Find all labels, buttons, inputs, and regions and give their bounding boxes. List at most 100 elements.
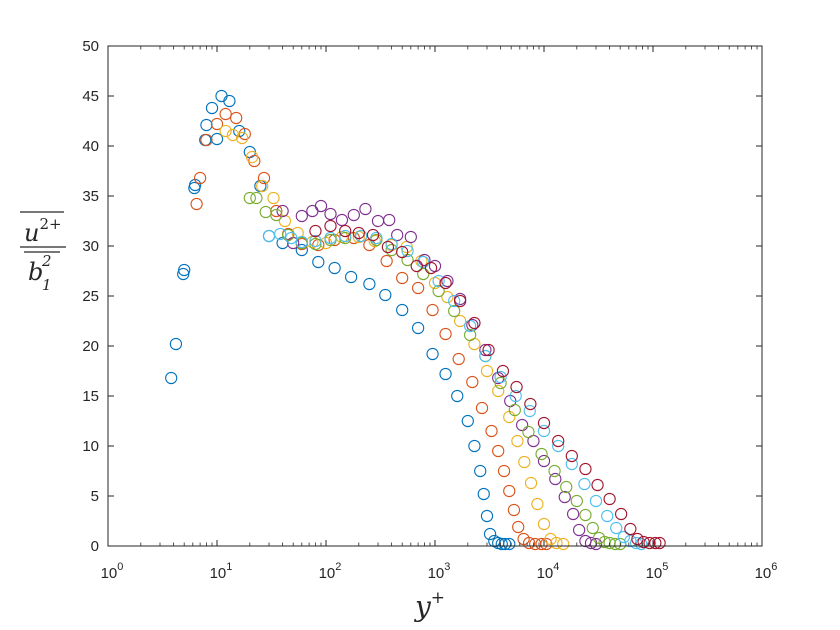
data-point [566,507,580,521]
data-point [535,447,548,461]
y-label-denominator-sub: 1 [42,276,52,294]
data-point [578,477,591,491]
x-tick-label: 104 [537,561,560,582]
data-point [552,439,565,453]
data-point [572,523,586,537]
data-point [468,316,481,330]
data-point [347,208,360,222]
data-point [474,464,487,478]
data-point [439,276,452,290]
data-point [589,537,603,551]
data-point [643,536,656,550]
data-point [368,234,381,248]
data-point [169,337,183,351]
data-point [352,226,365,240]
data-point [324,219,337,233]
data-point [495,537,508,551]
data-point [295,209,308,223]
data-point [523,404,536,418]
data-point [515,418,529,432]
data-point [363,277,376,291]
data-point [494,376,507,390]
data-point [190,197,203,211]
data-point [379,288,392,302]
y-tick-label: 40 [82,138,99,155]
data-point [411,281,425,295]
data-point [339,229,352,243]
data-point [522,425,535,439]
data-point [295,243,308,257]
data-point [565,457,578,471]
data-point [381,240,395,254]
data-point [603,492,616,506]
data-point [601,509,614,523]
data-point [417,267,430,281]
data-point [324,231,337,245]
data-point [278,214,292,228]
data-point [441,290,454,304]
data-point [235,131,249,145]
x-tick-label: 103 [428,561,451,582]
data-point [452,352,465,366]
data-point [492,444,505,458]
data-point [558,490,571,504]
data-point [441,274,454,288]
data-point [426,347,439,361]
data-point [463,319,477,333]
data-point [537,454,551,468]
data-point [477,487,490,501]
data-point [591,478,604,492]
data-point [579,462,592,476]
data-point [411,321,425,335]
data-point [589,494,603,508]
data-point [507,503,521,517]
data-point [245,150,259,164]
data-point [230,111,243,125]
data-point [631,532,644,546]
data-point [226,128,240,142]
data-point [256,179,269,193]
data-point [401,244,414,258]
data-point [463,328,477,342]
data-point [328,261,341,275]
y-tick-label: 10 [82,438,99,455]
data-point [385,237,398,251]
data-point [461,414,474,428]
data-point [548,464,561,478]
y-tick-label: 20 [82,338,99,355]
data-point [391,228,404,242]
data-point [565,449,578,463]
data-point [309,237,322,251]
data-point [439,327,452,341]
data-point [557,537,570,551]
data-point [610,521,623,535]
data-point [537,424,551,438]
data-point [549,472,562,486]
data-point [479,343,492,357]
axes [107,45,763,547]
data-point [424,261,438,275]
data-point [466,375,479,389]
data-point [483,527,497,541]
data-point [485,424,498,438]
data-point [468,439,481,453]
data-point [219,107,232,121]
data-point [282,228,295,242]
data-point [274,227,287,241]
data-point [238,127,251,141]
data-point [512,520,525,534]
y-tick-label: 15 [82,388,99,405]
axis-labels: 100 101 102 103 104 105 106 0 5 10 15 20 25 30 35 40 45 5… [20,38,777,623]
x-tick-label: 100 [101,561,124,582]
data-point [480,509,494,523]
data-point [653,536,666,550]
data-point [531,497,544,511]
data-point [494,370,507,384]
data-point [537,416,551,430]
data-point [410,259,423,273]
x-tick-label: 102 [319,561,342,582]
y-axis-label: u2+ b2 1 [20,211,66,294]
data-point [396,303,409,317]
y-tick-label: 50 [82,38,99,55]
data-point [200,133,213,147]
